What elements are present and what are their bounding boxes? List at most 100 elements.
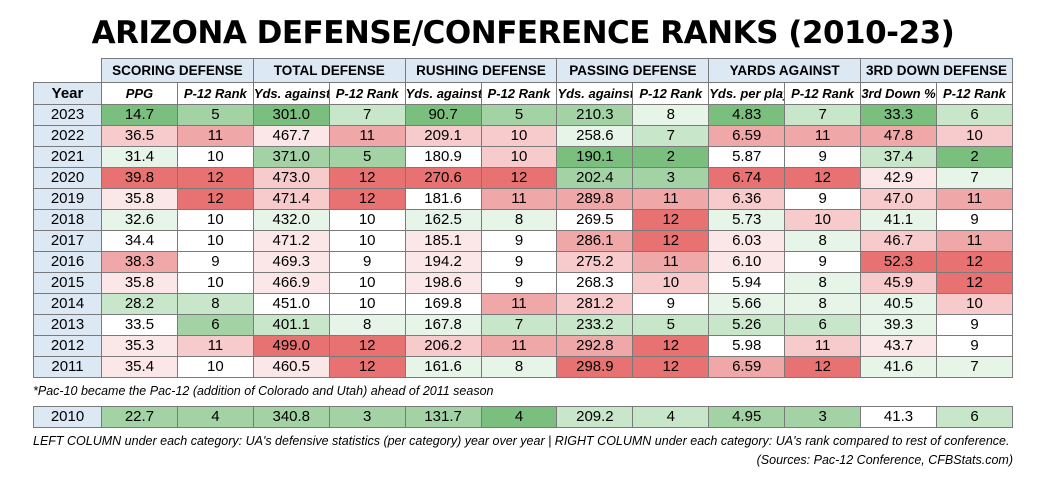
value-cell: 499.0 [252,335,330,357]
value-cell: 9 [935,209,1014,231]
value-cell: 185.1 [404,230,482,252]
value-cell: 9 [784,146,862,168]
column-header: Yds. against [404,82,482,105]
value-cell: 275.2 [556,251,634,273]
value-cell: 10 [176,209,254,231]
value-cell: 6 [784,314,862,336]
value-cell: 258.6 [556,125,634,147]
value-cell: 46.7 [860,230,937,252]
value-cell: 180.9 [404,146,482,168]
value-cell: 28.2 [101,293,178,315]
value-cell: 10 [632,272,710,294]
value-cell: 12 [935,272,1014,294]
value-cell: 8 [632,104,710,126]
value-cell: 6 [935,406,1014,428]
year-cell: 2019 [33,188,102,210]
value-cell: 12 [176,167,254,189]
value-cell: 11 [935,230,1014,252]
value-cell: 209.1 [404,125,482,147]
value-cell: 12 [632,356,710,378]
table-2010: 2010 22.7 4 340.8 3 131.7 4 209.2 4 4.95 3 41.3 6 [33,406,1014,428]
year-cell: 2013 [33,314,102,336]
column-header: Yds. against [556,82,634,105]
value-cell: 10 [176,272,254,294]
value-cell: 35.8 [101,188,178,210]
value-cell: 5.94 [708,272,786,294]
table-row: 2017 34.4 10 471.2 10 185.1 9 286.1 12 6.03 8 46.7 1… [33,230,1014,252]
value-cell: 5.73 [708,209,786,231]
value-cell: 12 [935,251,1014,273]
value-cell: 90.7 [404,104,482,126]
value-cell: 9 [176,251,254,273]
value-cell: 11 [935,188,1014,210]
value-cell: 47.0 [860,188,937,210]
value-cell: 167.8 [404,314,482,336]
legend-note: LEFT COLUMN under each category: UA's de… [33,434,1010,448]
value-cell: 11 [480,188,558,210]
value-cell: 11 [632,251,710,273]
year-cell: 2011 [33,356,102,378]
value-cell: 5 [480,104,558,126]
defense-ranks-table: SCORING DEFENSE TOTAL DEFENSE RUSHING DEFE… [33,58,1014,378]
value-cell: 8 [328,314,406,336]
value-cell: 9 [480,251,558,273]
value-cell: 8 [784,272,862,294]
value-cell: 6.03 [708,230,786,252]
column-header: P-12 Rank [632,82,710,105]
value-cell: 9 [480,272,558,294]
year-cell: 2022 [33,125,102,147]
value-cell: 432.0 [252,209,330,231]
value-cell: 12 [784,167,862,189]
value-cell: 467.7 [252,125,330,147]
value-cell: 6 [935,104,1014,126]
value-cell: 8 [176,293,254,315]
value-cell: 8 [480,209,558,231]
value-cell: 11 [176,335,254,357]
value-cell: 5 [632,314,710,336]
value-cell: 8 [784,230,862,252]
value-cell: 401.1 [252,314,330,336]
value-cell: 451.0 [252,293,330,315]
column-header: 3rd Down % [860,82,937,105]
value-cell: 11 [480,293,558,315]
value-cell: 11 [784,335,862,357]
value-cell: 10 [480,125,558,147]
table-row: 2015 35.8 10 466.9 10 198.6 9 268.3 10 5.94 8 45.9 1… [33,272,1014,294]
value-cell: 7 [328,104,406,126]
value-cell: 270.6 [404,167,482,189]
value-cell: 35.4 [101,356,178,378]
value-cell: 206.2 [404,335,482,357]
value-cell: 41.6 [860,356,937,378]
year-cell: 2023 [33,104,102,126]
value-cell: 3 [784,406,862,428]
value-cell: 6.36 [708,188,786,210]
value-cell: 33.5 [101,314,178,336]
group-header: RUSHING DEFENSE [404,58,558,83]
value-cell: 34.4 [101,230,178,252]
value-cell: 10 [935,125,1014,147]
value-cell: 6.10 [708,251,786,273]
value-cell: 47.8 [860,125,937,147]
value-cell: 162.5 [404,209,482,231]
value-cell: 5 [176,104,254,126]
sources-note: (Sources: Pac-12 Conference, CFBStats.co… [756,453,1013,467]
value-cell: 9 [784,251,862,273]
table-row: 2023 14.7 5 301.0 7 90.7 5 210.3 8 4.83 7 33.3 6 [33,104,1014,126]
value-cell: 9 [784,188,862,210]
value-cell: 12 [176,188,254,210]
column-header: Yds. per play [708,82,786,105]
column-header: P-12 Rank [480,82,558,105]
table-row: 2020 39.8 12 473.0 12 270.6 12 202.4 3 6.74 12 42.9… [33,167,1014,189]
value-cell: 10 [328,293,406,315]
table-row: 2014 28.2 8 451.0 10 169.8 11 281.2 9 5.66 8 40.5 10 [33,293,1014,315]
footnote: *Pac-10 became the Pac-12 (addition of C… [33,384,494,398]
table-row: 2012 35.3 11 499.0 12 206.2 11 292.8 12 5.98 11 43.… [33,335,1014,357]
column-header: P-12 Rank [328,82,406,105]
value-cell: 52.3 [860,251,937,273]
year-cell: 2014 [33,293,102,315]
value-cell: 5.98 [708,335,786,357]
value-cell: 6.74 [708,167,786,189]
value-cell: 471.2 [252,230,330,252]
value-cell: 210.3 [556,104,634,126]
value-cell: 35.8 [101,272,178,294]
